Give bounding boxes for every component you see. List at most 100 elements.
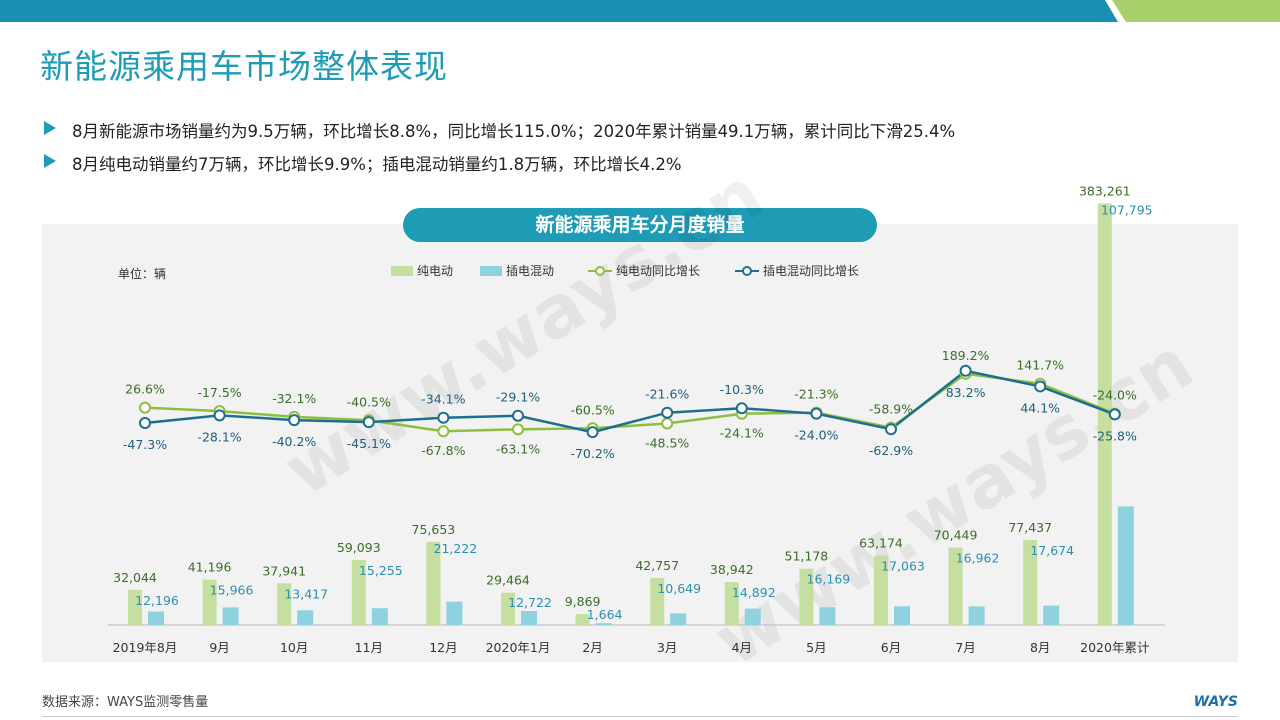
data-label-phev: 10,649 — [657, 581, 701, 596]
top-banner — [0, 0, 1280, 22]
point-bev-growth — [437, 425, 450, 438]
point-phev-growth — [512, 409, 524, 422]
bar-phev — [148, 611, 164, 625]
bar-phev — [222, 607, 239, 625]
bar-bev — [128, 589, 142, 625]
point-phev-growth — [661, 406, 674, 419]
point-phev-growth — [586, 426, 599, 439]
point-bev-growth — [139, 401, 151, 414]
x-tick-label: 7月 — [955, 640, 975, 655]
x-tick-label: 2019年8月 — [113, 640, 178, 655]
page-title: 新能源乘用车市场整体表现 — [40, 47, 448, 86]
bar-phev — [968, 606, 985, 625]
data-label-phev-growth: -10.3% — [720, 382, 764, 397]
data-label-bev-growth: -17.5% — [197, 385, 241, 400]
bar-phev — [670, 613, 687, 625]
x-tick-label: 2月 — [582, 640, 602, 655]
bar-bev — [277, 583, 292, 625]
legend-marker-phev — [742, 266, 752, 276]
x-tick-label: 2020年1月 — [486, 640, 551, 655]
data-label-bev-growth: -32.1% — [272, 391, 316, 406]
point-phev-growth — [437, 411, 450, 424]
bullet-text: 8月纯电动销量约7万辆，环比增长9.9%；插电混动销量约1.8万辆，环比增长4.… — [72, 155, 682, 174]
data-label-bev: 38,942 — [710, 562, 754, 577]
point-phev-growth — [213, 409, 226, 422]
bar-bev — [1097, 203, 1112, 625]
bar-bev — [650, 577, 665, 625]
data-label-phev-growth: -70.2% — [570, 446, 614, 461]
point-phev-growth — [362, 416, 375, 429]
bar-phev — [521, 611, 537, 625]
bar-phev — [1117, 506, 1134, 625]
data-label-bev-growth: -67.8% — [421, 443, 465, 458]
data-label-phev-growth: -29.1% — [496, 390, 540, 405]
data-label-phev: 17,063 — [881, 559, 925, 574]
data-label-bev: 383,261 — [1079, 183, 1131, 198]
point-phev-growth — [1034, 380, 1047, 393]
point-phev-growth — [139, 417, 151, 429]
legend-marker-bev — [595, 266, 605, 276]
data-label-phev-growth: -34.1% — [421, 392, 465, 407]
bar-phev — [1043, 605, 1060, 625]
bar-bev — [351, 559, 366, 625]
data-label-phev: 21,222 — [434, 541, 478, 556]
point-phev-growth — [1108, 408, 1121, 421]
bullet-arrow-icon — [44, 154, 56, 168]
chart-area — [42, 224, 1238, 662]
x-tick-label: 8月 — [1030, 640, 1050, 655]
bar-bev — [799, 568, 814, 625]
data-label-phev-growth: -40.2% — [272, 434, 316, 449]
data-label-phev: 12,196 — [135, 593, 179, 608]
data-label-phev-growth: -21.6% — [645, 387, 689, 402]
legend-swatch-phev — [480, 266, 502, 276]
ways-logo: WAYS — [1193, 694, 1238, 710]
data-label-phev: 17,674 — [1030, 543, 1074, 558]
data-label-bev: 59,093 — [337, 540, 381, 555]
data-label-bev: 51,178 — [785, 549, 829, 564]
chart-title: 新能源乘用车分月度销量 — [403, 208, 877, 242]
data-label-bev: 77,437 — [1008, 520, 1052, 535]
data-label-bev-growth: 26.6% — [125, 382, 165, 397]
data-source: 数据来源：WAYS监测零售量 — [42, 695, 209, 710]
bar-phev — [297, 610, 314, 625]
legend-label: 纯电动 — [417, 264, 453, 278]
data-label-bev: 75,653 — [412, 522, 456, 537]
x-tick-label: 5月 — [806, 640, 826, 655]
data-label-bev-growth: -60.5% — [570, 402, 614, 417]
data-label-bev: 63,174 — [859, 536, 903, 551]
bar-bev — [1023, 539, 1038, 625]
legend-label: 插电混动同比增长 — [763, 264, 859, 278]
data-label-bev: 70,449 — [934, 528, 978, 543]
data-label-phev: 16,169 — [807, 572, 851, 587]
data-label-phev-growth: -47.3% — [123, 437, 167, 452]
bar-bev — [575, 614, 590, 625]
point-phev-growth — [288, 414, 301, 427]
data-label-phev: 15,966 — [210, 583, 254, 598]
data-label-bev: 37,941 — [262, 563, 306, 578]
bar-phev — [819, 607, 836, 625]
x-tick-label: 11月 — [355, 640, 383, 655]
bullet-arrow-icon — [44, 121, 56, 135]
point-phev-growth — [810, 407, 823, 420]
point-bev-growth — [512, 423, 524, 436]
data-label-bev-growth: 141.7% — [1016, 358, 1064, 373]
data-label-phev: 107,795 — [1101, 202, 1153, 217]
x-tick-label: 3月 — [657, 640, 677, 655]
x-tick-label: 12月 — [429, 640, 457, 655]
data-label-bev-growth: -58.9% — [869, 402, 913, 417]
data-label-phev-growth: 44.1% — [1020, 400, 1060, 415]
legend-label: 纯电动同比增长 — [616, 264, 700, 278]
bar-phev — [446, 601, 463, 625]
data-label-bev: 29,464 — [486, 573, 530, 588]
legend-swatch-bev — [391, 266, 413, 276]
bar-bev — [724, 582, 739, 625]
data-label-phev-growth: -28.1% — [197, 429, 241, 444]
x-tick-label: 4月 — [732, 640, 752, 655]
bar-phev — [595, 623, 612, 625]
data-label-bev-growth: -24.1% — [720, 426, 764, 441]
bar-bev — [202, 579, 217, 625]
x-tick-label: 9月 — [209, 640, 229, 655]
point-phev-growth — [885, 423, 897, 436]
data-label-phev: 16,962 — [956, 551, 1000, 566]
